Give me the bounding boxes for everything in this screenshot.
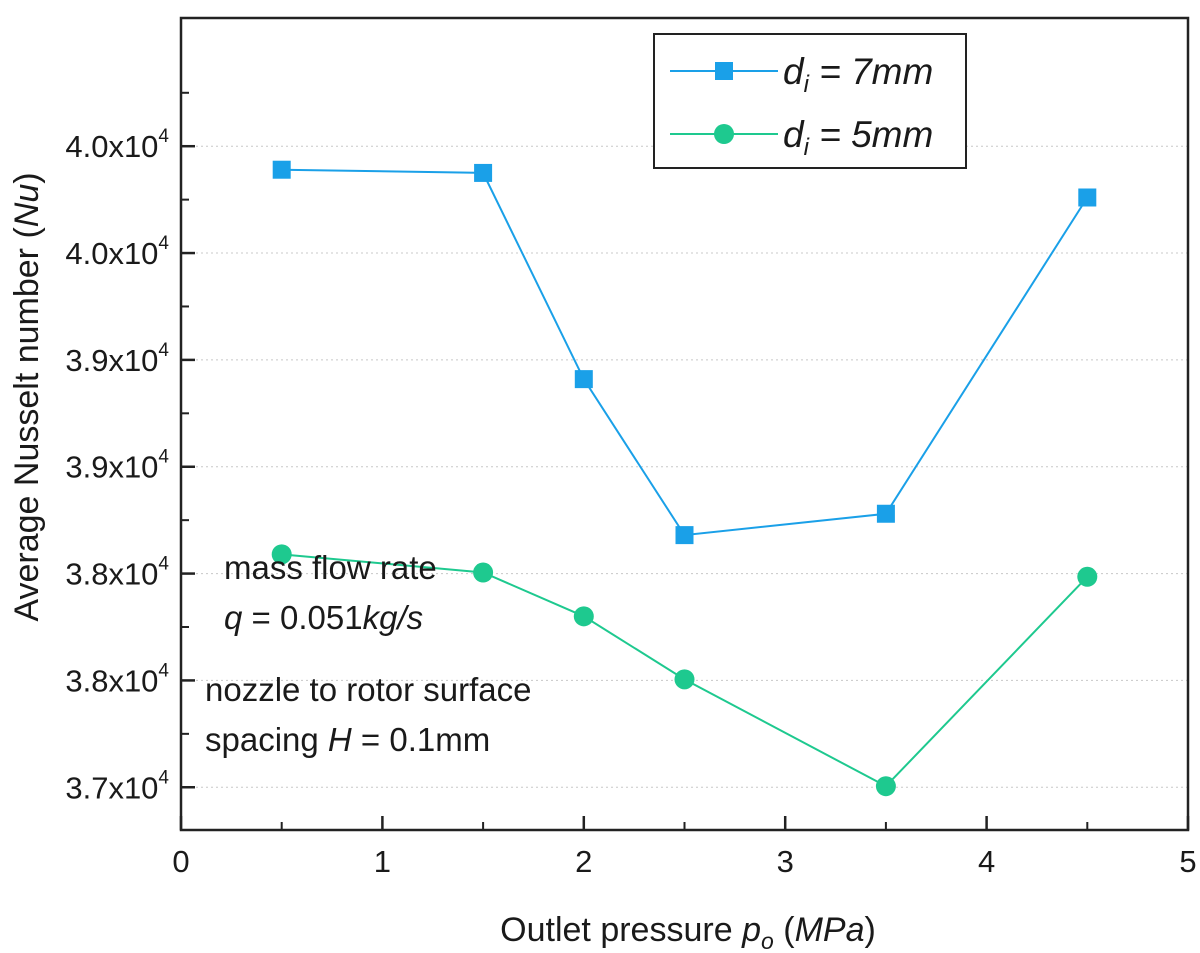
annotation-spacing-pre: spacing: [205, 721, 328, 758]
x-axis-title-open: (: [774, 911, 795, 949]
data-point-5mm: [473, 562, 494, 583]
y-tick-mantissa: 3.8x10: [65, 557, 158, 592]
y-tick-label: 3.9x104: [65, 340, 169, 378]
y-axis-title: Average Nusselt number (Nu): [8, 172, 46, 621]
legend-7mm-rest: = 7mm: [809, 51, 933, 92]
legend-marker-7mm: [715, 62, 733, 80]
series-line-5mm: [281, 553, 1089, 788]
data-point-5mm: [875, 776, 896, 797]
y-tick-label: 3.8x104: [65, 660, 169, 698]
legend: di = 7mm di = 5mm: [653, 33, 967, 169]
x-axis-title-var: p: [741, 911, 761, 949]
series-line-7mm: [281, 168, 1089, 537]
y-tick-mantissa: 3.9x10: [65, 450, 158, 485]
legend-5mm-sub: i: [804, 134, 810, 161]
y-tick-mantissa: 3.7x10: [65, 770, 158, 805]
y-axis-title-main: Average Nusselt number (: [8, 227, 46, 622]
x-tick-label: 1: [374, 844, 391, 879]
annotation-q-value: = 0.051: [242, 599, 362, 636]
y-tick-exponent: 4: [158, 554, 169, 575]
x-axis-title-unit: MPa: [795, 911, 865, 949]
data-point-5mm: [573, 606, 594, 627]
data-point-7mm: [876, 504, 895, 523]
annotation-flow-value: q = 0.051kg/s: [224, 599, 423, 636]
x-axis-title-sub: o: [761, 928, 774, 953]
y-tick-label: 3.7x104: [65, 767, 169, 805]
y-tick-label: 4.0x104: [65, 126, 169, 164]
y-tick-label: 3.9x104: [65, 447, 169, 485]
y-axis-title-close: ): [8, 172, 46, 183]
y-tick-mantissa: 4.0x10: [65, 129, 158, 164]
data-point-5mm: [271, 544, 292, 565]
legend-5mm-rest: = 5mm: [809, 114, 933, 155]
x-tick-label: 0: [172, 844, 189, 879]
y-tick-mantissa: 3.8x10: [65, 663, 158, 698]
x-tick-label: 2: [575, 844, 592, 879]
legend-box: [653, 33, 967, 169]
annotation-nozzle: nozzle to rotor surface: [205, 671, 532, 708]
x-axis-title-close: ): [864, 911, 875, 949]
y-tick-mantissa: 3.9x10: [65, 343, 158, 378]
annotation-h-var: H: [328, 721, 352, 758]
data-point-5mm: [674, 669, 695, 690]
data-point-7mm: [272, 160, 291, 179]
series-layer: [271, 160, 1098, 797]
annotation-q-unit: kg/s: [363, 599, 424, 636]
data-point-7mm: [1078, 188, 1097, 207]
y-tick-exponent: 4: [158, 767, 169, 788]
x-tick-label: 5: [1179, 844, 1196, 879]
y-tick-exponent: 4: [158, 340, 169, 361]
y-tick-exponent: 4: [158, 447, 169, 468]
y-tick-mantissa: 4.0x10: [65, 236, 158, 271]
annotation-mass-flow: mass flow rate: [224, 549, 437, 586]
annotation-block: mass flow rate q = 0.051kg/s nozzle to r…: [205, 549, 532, 758]
legend-7mm-var: d: [783, 51, 805, 92]
y-tick-exponent: 4: [158, 233, 169, 254]
y-tick-label: 4.0x104: [65, 233, 169, 271]
x-axis-title-main: Outlet pressure: [500, 911, 742, 949]
x-tick-label: 4: [978, 844, 995, 879]
data-point-7mm: [675, 526, 694, 545]
y-tick-exponent: 4: [158, 660, 169, 681]
x-axis-title: Outlet pressure po (MPa): [500, 911, 876, 953]
legend-label-7mm: di = 7mm: [783, 51, 933, 98]
legend-7mm-sub: i: [804, 71, 810, 98]
y-axis-title-var: Nu: [8, 184, 46, 228]
annotation-spacing: spacing H = 0.1mm: [205, 721, 490, 758]
data-point-7mm: [574, 370, 593, 389]
annotation-q-var: q: [224, 599, 243, 636]
legend-marker-5mm: [714, 124, 734, 144]
axis-ticks: 3.7x1043.8x1043.8x1043.9x1043.9x1044.0x1…: [65, 91, 1197, 879]
legend-5mm-var: d: [783, 114, 805, 155]
data-point-7mm: [474, 163, 493, 182]
annotation-spacing-post: = 0.1mm: [352, 721, 490, 758]
x-tick-label: 3: [777, 844, 794, 879]
data-point-5mm: [1077, 566, 1098, 587]
y-tick-exponent: 4: [158, 126, 169, 147]
legend-label-5mm: di = 5mm: [783, 114, 933, 161]
y-tick-label: 3.8x104: [65, 554, 169, 592]
